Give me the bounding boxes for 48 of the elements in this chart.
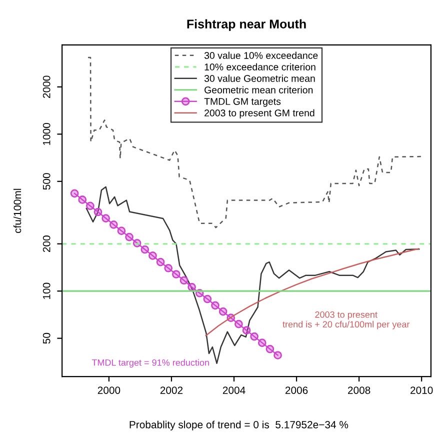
- x-tick-label: 2008: [348, 386, 370, 394]
- point: [188, 282, 196, 292]
- x-tick-label: 2006: [285, 386, 308, 394]
- point: [117, 226, 126, 236]
- point: [164, 264, 173, 272]
- legend-label: 2003 to present GM trend: [204, 109, 314, 118]
- point: [211, 301, 220, 310]
- line-series: [205, 248, 420, 336]
- legend-label: 30 value 10% exceedance: [204, 52, 318, 59]
- legend-label: 10% exceedance criterion: [204, 63, 316, 70]
- legend-label: Geometric mean criterion: [204, 86, 313, 94]
- x-tick-label: 2010: [410, 386, 433, 394]
- point: [148, 252, 157, 260]
- point: [70, 189, 79, 198]
- legend-label: TMDL GM targets: [204, 98, 281, 107]
- point: [274, 351, 282, 360]
- x-tick-label: 2004: [222, 386, 246, 394]
- point: [234, 320, 243, 328]
- point: [250, 332, 258, 341]
- point: [94, 208, 102, 216]
- y-tick-label: 50: [42, 332, 50, 344]
- point: [140, 245, 150, 254]
- text: Probablity slope of trend = 0 is 5.17952e−34 %: [130, 420, 348, 430]
- point: [102, 214, 110, 222]
- annotation: 2003 to present trend is + 20 cfu/100ml per year: [282, 311, 410, 330]
- y-tick-label: 500: [42, 173, 50, 190]
- point: [203, 294, 212, 304]
- point: [242, 326, 251, 335]
- y-tick-label: 200: [42, 236, 50, 252]
- point: [172, 270, 180, 278]
- point: [86, 202, 94, 210]
- x-tick-label: 2002: [160, 386, 183, 394]
- point: [78, 196, 87, 204]
- point: [125, 232, 134, 242]
- chart-title: Fishtrap near Mouth: [187, 19, 306, 31]
- y-tick-label: 100: [42, 282, 50, 299]
- y-tick-label: 1000: [42, 122, 50, 145]
- point: [266, 344, 274, 354]
- point: [258, 338, 266, 347]
- point: [180, 276, 188, 285]
- y-tick-label: 2000: [42, 76, 50, 98]
- point: [156, 258, 165, 266]
- y-axis-title: cfu/100ml: [13, 188, 22, 233]
- annotation: TMDL target = 91% reduction: [92, 359, 209, 368]
- legend-label: 30 value Geometric mean: [204, 74, 315, 82]
- point: [218, 307, 228, 316]
- x-tick-label: 2000: [98, 386, 120, 394]
- point: [109, 220, 118, 229]
